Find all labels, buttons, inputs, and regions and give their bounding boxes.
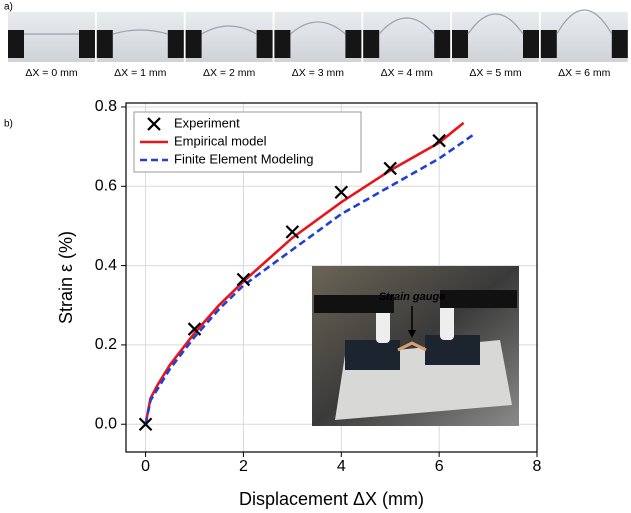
- x-axis-label: Displacement ΔX (mm): [239, 489, 424, 509]
- plot-frame: [125, 102, 538, 453]
- experiment-marker: [432, 133, 446, 148]
- film: [201, 25, 257, 35]
- inset-block: [345, 340, 400, 370]
- clamp: [434, 30, 451, 58]
- x-tick-label: 4: [337, 458, 346, 475]
- y-tick-label: 0.2: [95, 336, 117, 353]
- experiment-marker: [187, 322, 202, 336]
- x-tick-label: 6: [435, 458, 444, 475]
- photo-label: ΔX = 2 mm: [203, 67, 255, 79]
- inset-bar: [440, 290, 517, 308]
- inset-label: Strain gauge: [379, 291, 446, 303]
- y-axis-label: Strain ε (%): [56, 231, 76, 324]
- legend-label: Finite Element Modeling: [174, 151, 313, 166]
- plot: 0 2 4 6 8 0.0 0.2 0.4 0.6 0.8 Displacement ΔX (mm)…: [56, 98, 542, 509]
- y-tick-label: 0.6: [95, 178, 117, 195]
- x-tick-label: 2: [239, 458, 248, 475]
- clamp: [8, 30, 24, 58]
- photo-label: ΔX = 3 mm: [292, 67, 344, 79]
- clamp: [452, 30, 468, 58]
- clamp: [79, 30, 95, 58]
- inset-photo: Strain gauge: [312, 266, 519, 426]
- clamp: [611, 30, 628, 58]
- y-tick-label: 0.8: [95, 98, 117, 115]
- series-line: [144, 121, 465, 425]
- film: [290, 21, 346, 35]
- photo-label: ΔX = 0 mm: [25, 67, 77, 79]
- y-tick-label: 0.0: [95, 415, 117, 432]
- film: [467, 13, 524, 35]
- clamp: [96, 30, 113, 58]
- x-tick-label: 0: [141, 458, 150, 475]
- film: [556, 9, 613, 35]
- inset-block: [425, 335, 480, 365]
- clamp: [256, 30, 273, 58]
- clamp: [523, 30, 539, 58]
- experiment-marker: [138, 417, 153, 432]
- y-tick-label: 0.4: [95, 257, 117, 274]
- experiment-marker: [383, 161, 397, 176]
- film: [378, 17, 435, 35]
- film: [112, 29, 168, 35]
- panel-label: b): [4, 119, 13, 130]
- experiment-marker: [285, 225, 300, 239]
- legend-label: Experiment: [174, 115, 240, 130]
- inset-arrowhead: [408, 330, 416, 338]
- photo-label: ΔX = 1 mm: [114, 67, 166, 79]
- clamp: [274, 30, 291, 58]
- panel-label: a): [4, 2, 13, 13]
- inset-gauge: [397, 341, 427, 352]
- legend-label: Empirical model: [174, 133, 267, 148]
- legend-box: [133, 111, 362, 173]
- x-tick-label: 8: [533, 458, 542, 475]
- inset-post: [376, 305, 390, 343]
- experiment-marker: [334, 185, 349, 200]
- clamp: [185, 30, 202, 58]
- clamp: [540, 30, 557, 58]
- photo-label: ΔX = 4 mm: [381, 67, 433, 79]
- photo-label: ΔX = 5 mm: [469, 67, 521, 79]
- clamp: [345, 30, 362, 58]
- clamp: [167, 30, 184, 58]
- photo-strip: ΔX = 0 mm ΔX = 1 mm ΔX = 2 mm ΔX = 3 mm ΔX =…: [8, 9, 628, 79]
- clamp: [363, 30, 380, 58]
- experiment-marker: [236, 272, 251, 287]
- inset-post: [440, 302, 454, 340]
- inset-bar: [314, 295, 394, 313]
- series-line: [144, 133, 475, 425]
- legend-symbol: [147, 117, 161, 131]
- photo-label: ΔX = 6 mm: [558, 67, 610, 79]
